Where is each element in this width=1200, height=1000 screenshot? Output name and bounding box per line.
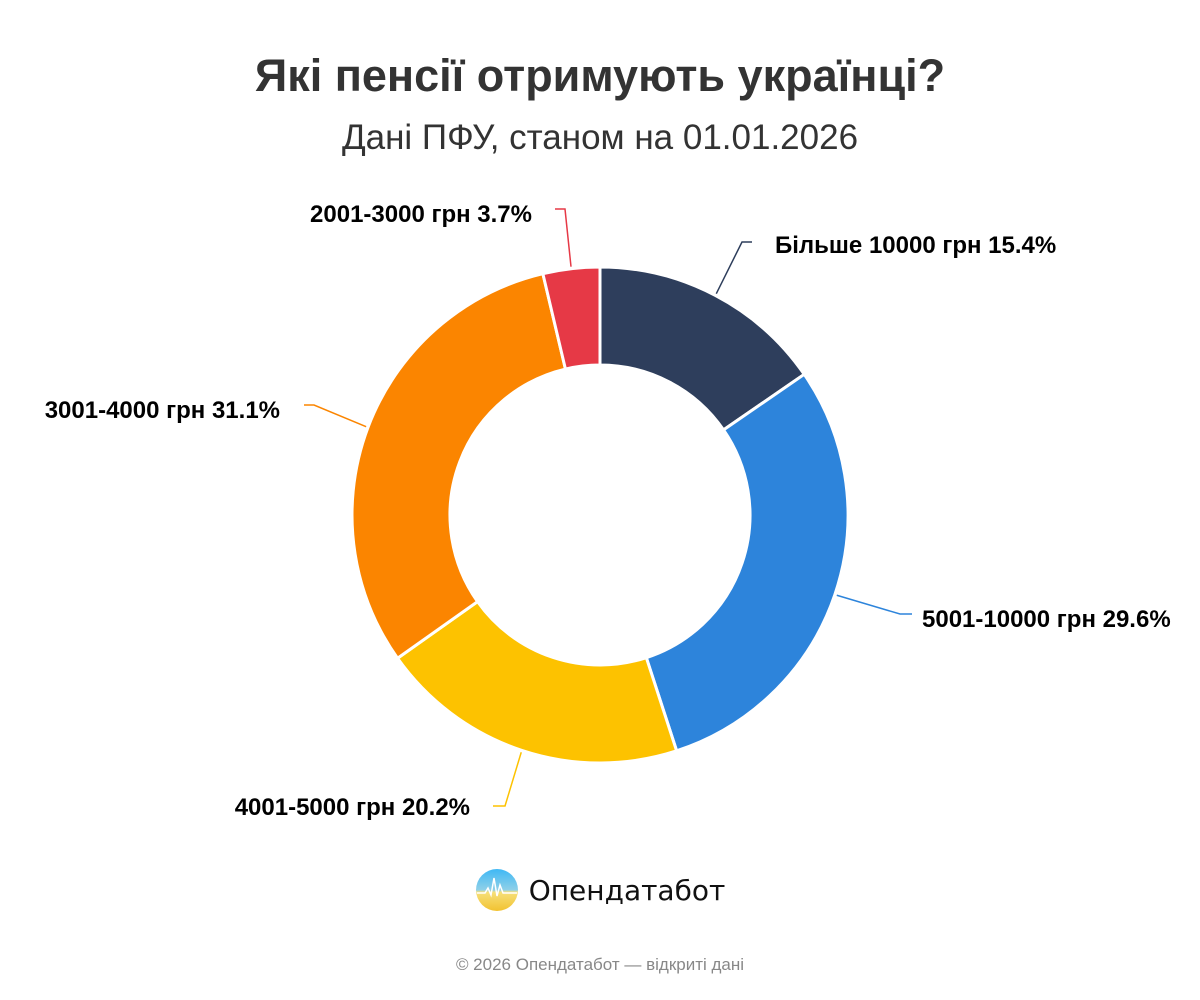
chart-title: Які пенсії отримують українці?	[254, 50, 946, 101]
opendatabot-logo-icon	[475, 869, 518, 911]
leader-line	[555, 208, 572, 267]
data-label: 4001-5000 грн 20.2%	[235, 794, 470, 821]
chart-subtitle: Дані ПФУ, станом на 01.01.2026	[341, 118, 859, 157]
donut-slice	[396, 600, 679, 765]
footer-copyright: © 2026 Опендатабот — відкриті дані	[455, 955, 745, 974]
leader-line	[836, 594, 912, 615]
data-label: 5001-10000 грн 29.6%	[922, 606, 1171, 633]
brand-name: Опендатабот	[528, 873, 726, 907]
donut-slice	[541, 265, 602, 371]
donut-slice	[644, 372, 850, 753]
brand: Опендатабот	[0, 868, 1200, 912]
leader-line	[493, 752, 522, 807]
leader-line	[304, 404, 367, 428]
leader-line	[715, 241, 752, 295]
data-label: 2001-3000 грн 3.7%	[310, 201, 532, 228]
data-label: Більше 10000 грн 15.4%	[775, 232, 1056, 259]
donut-slice	[350, 272, 567, 660]
data-label: 3001-4000 грн 31.1%	[45, 397, 280, 424]
